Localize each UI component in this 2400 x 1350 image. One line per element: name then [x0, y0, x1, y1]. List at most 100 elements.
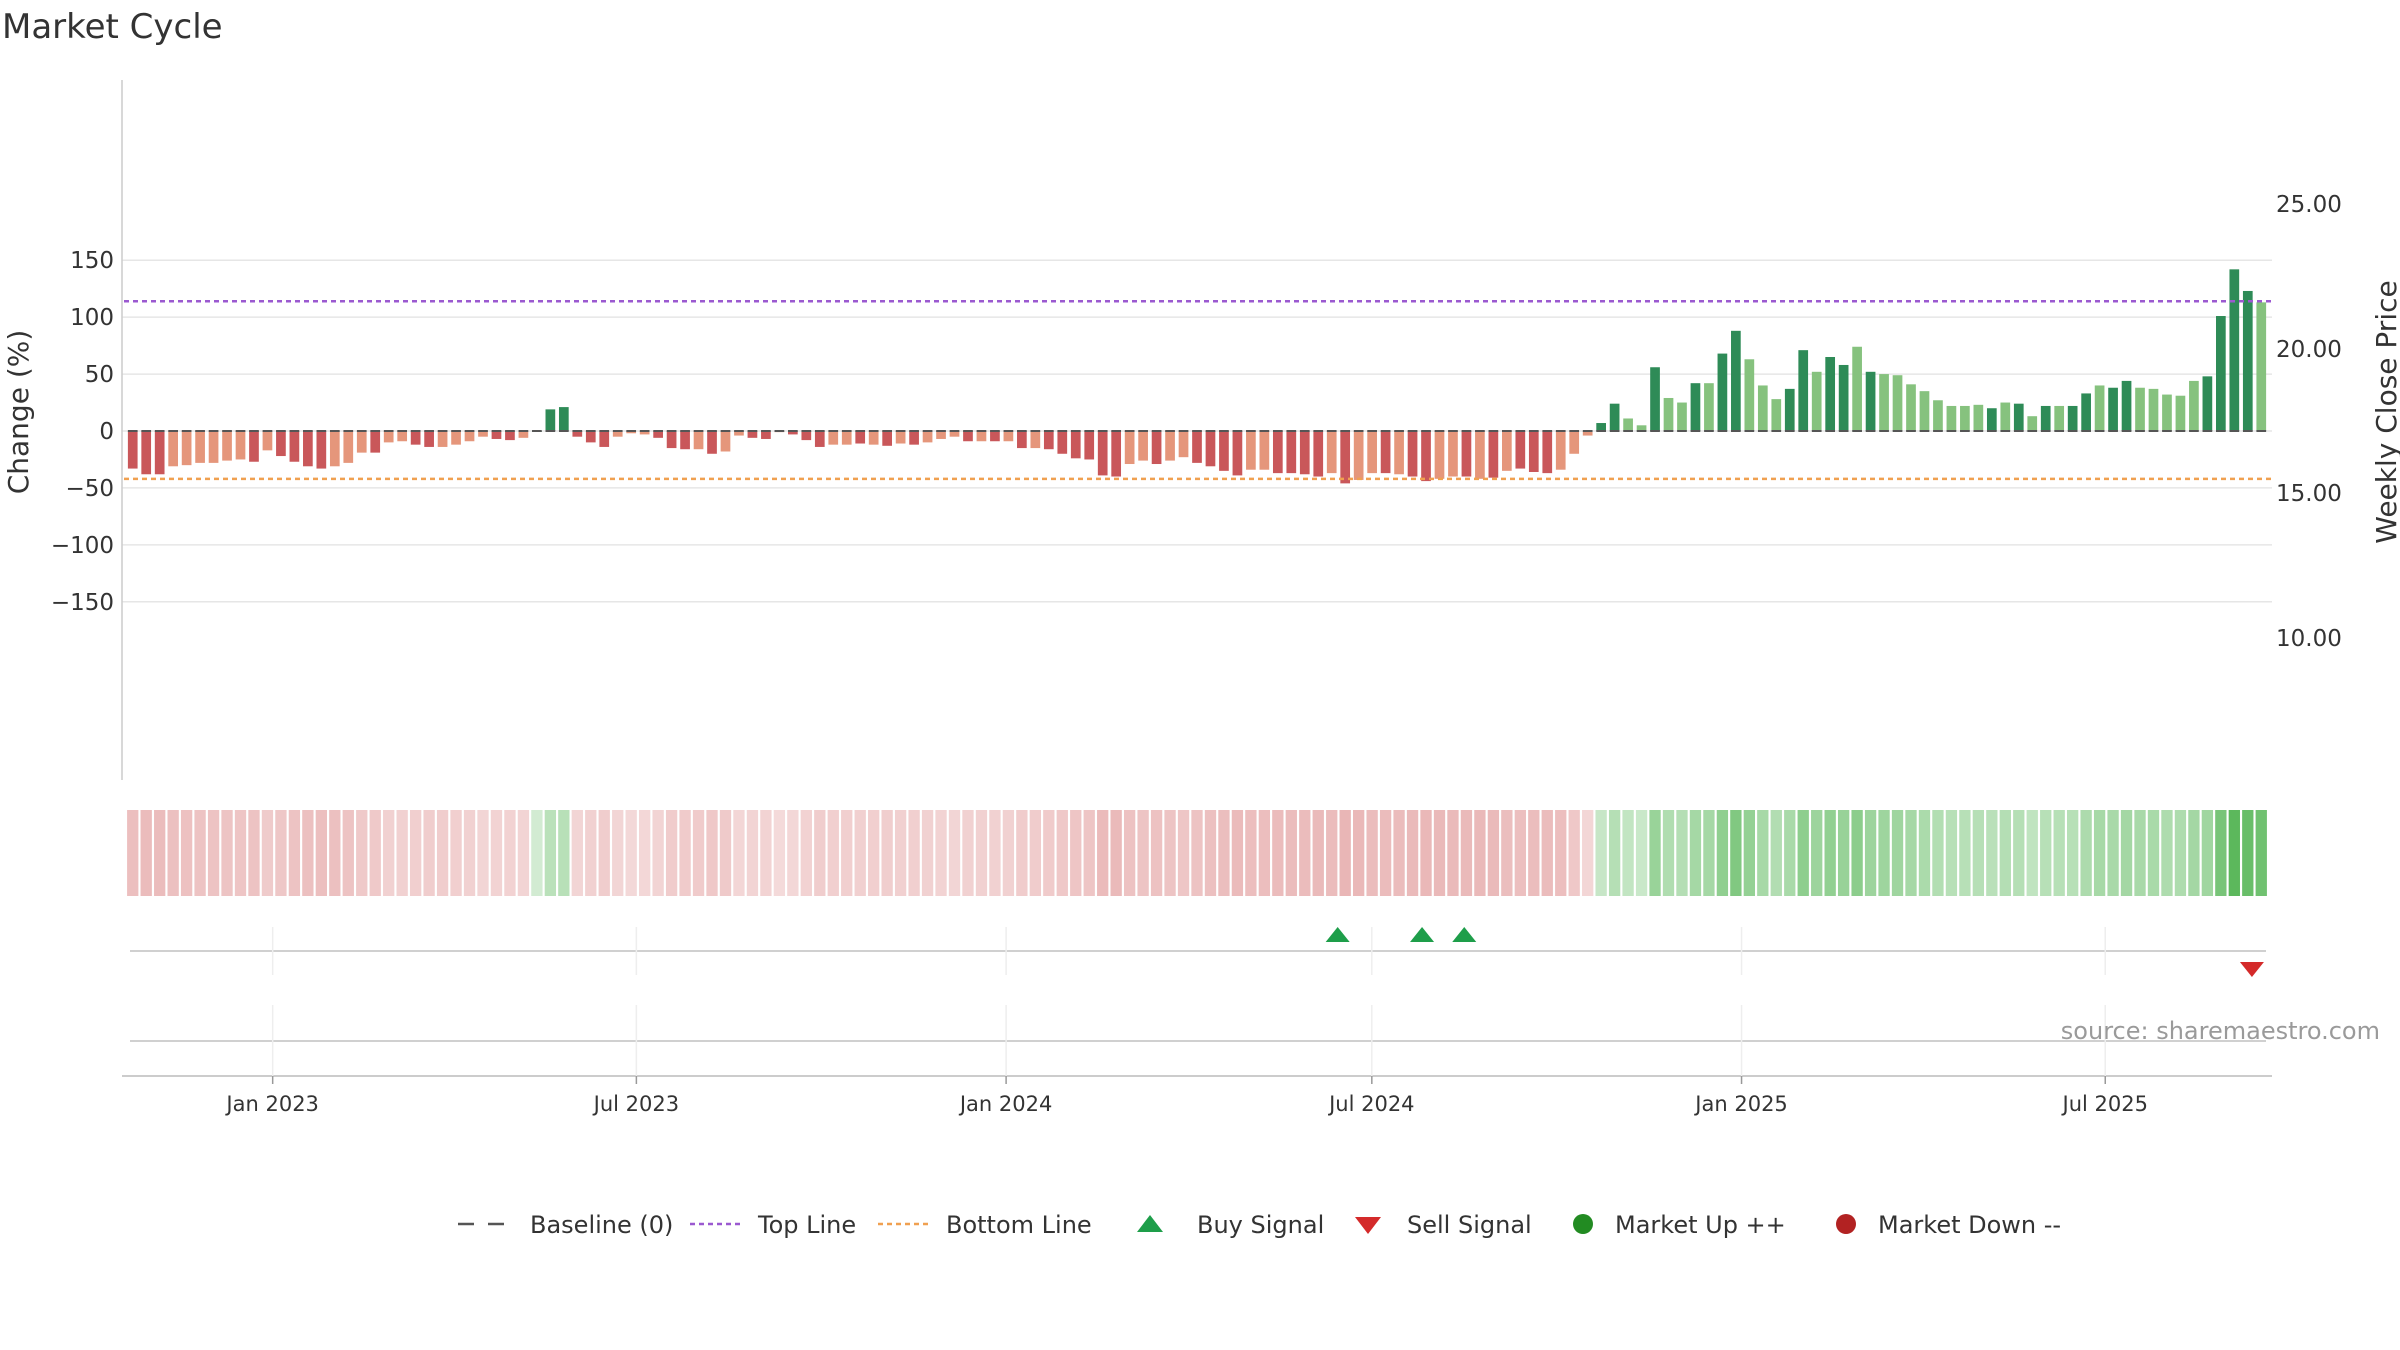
y-tick-label: −150 — [51, 590, 114, 616]
bar — [316, 431, 327, 469]
strip-cell — [827, 810, 839, 896]
strip-cell — [2093, 810, 2106, 896]
strip-cell — [652, 810, 664, 896]
strip-cell — [477, 810, 489, 896]
bar — [1906, 384, 1916, 431]
strip-cell — [1662, 810, 1675, 896]
strip-cell — [746, 810, 759, 896]
bar — [585, 431, 596, 443]
strip-cell — [1837, 810, 1850, 896]
bar — [936, 431, 946, 439]
bar — [612, 431, 623, 437]
strip-cell — [1568, 810, 1580, 896]
bar — [976, 431, 987, 442]
bar — [141, 431, 152, 475]
bar — [303, 431, 313, 467]
strip-cell — [665, 810, 678, 896]
bar — [1367, 431, 1377, 474]
strip-cell — [692, 810, 705, 896]
strip-cell — [2067, 810, 2079, 896]
bar — [1771, 399, 1782, 431]
strip-cell — [261, 810, 274, 896]
strip-cell — [773, 810, 786, 896]
strip-cell — [342, 810, 354, 896]
strip-cell — [1905, 810, 1917, 896]
strip-cell — [1770, 810, 1782, 896]
strip-cell — [1002, 810, 1015, 896]
strip-cell — [207, 810, 220, 896]
bar — [828, 431, 839, 445]
bar — [558, 407, 569, 431]
strip-cell — [787, 810, 799, 896]
bar — [895, 431, 906, 444]
strip-cell — [894, 810, 907, 896]
bar — [424, 431, 434, 447]
bar — [2040, 405, 2051, 431]
strip-cell — [436, 810, 449, 896]
secondary-y-axis-title: Weekly Close Price — [2370, 280, 2400, 543]
bar — [195, 431, 205, 463]
bar — [2027, 416, 2038, 431]
bar — [2162, 394, 2172, 431]
bar — [2202, 376, 2213, 431]
bar — [2175, 395, 2186, 431]
strip-cell — [1164, 810, 1176, 896]
legend-buy-symbol — [1137, 1215, 1163, 1232]
bar — [1380, 431, 1391, 474]
strip-cell — [221, 810, 233, 896]
bar — [1717, 353, 1728, 431]
bar — [2000, 402, 2011, 431]
strip-cell — [1177, 810, 1190, 896]
legend-circle-symbol — [1573, 1214, 1593, 1234]
strip-cell — [921, 810, 934, 896]
bar — [1178, 431, 1189, 458]
strip-cell — [1784, 810, 1796, 896]
strip-cell — [1959, 810, 1971, 896]
strip-cell — [948, 810, 961, 896]
legend-item: Bottom Line — [878, 1211, 1092, 1239]
chart-title: Market Cycle — [2, 7, 223, 47]
bar — [2121, 380, 2132, 431]
buy-signal-marker — [1325, 927, 1350, 942]
strip-cell — [1972, 810, 1985, 896]
source-note: source: sharemaestro.com — [2061, 1017, 2380, 1045]
bar — [1421, 431, 1431, 482]
strip-cell — [975, 810, 988, 896]
bar — [1286, 431, 1297, 474]
strip-cell — [1501, 810, 1513, 896]
strip-cell — [1353, 810, 1365, 896]
strip-cell — [1945, 810, 1958, 896]
bar — [734, 431, 744, 436]
bar — [1865, 371, 1876, 431]
strip-cell — [989, 810, 1001, 896]
strip-cell — [868, 810, 880, 896]
bar — [599, 431, 610, 447]
bar — [1690, 383, 1701, 431]
bar — [747, 431, 758, 438]
bar — [949, 431, 960, 437]
y-tick-label: −50 — [65, 476, 114, 502]
x-tick-label: Jul 2023 — [592, 1092, 679, 1116]
bar — [1017, 431, 1027, 449]
bar — [1892, 375, 1903, 431]
bar — [1515, 431, 1526, 469]
bar — [909, 431, 919, 445]
bar — [1057, 431, 1068, 454]
strip-cell — [1689, 810, 1702, 896]
strip-cell — [329, 810, 341, 896]
bar — [814, 431, 825, 447]
strip-cell — [706, 810, 718, 896]
strip-cell — [140, 810, 152, 896]
bar — [1973, 404, 1984, 431]
bar — [626, 431, 637, 434]
strip-cell — [841, 810, 853, 896]
strip-cell — [1460, 810, 1473, 896]
strip-cell — [760, 810, 772, 896]
bar — [1838, 364, 1849, 431]
legend-label: Baseline (0) — [530, 1211, 673, 1239]
strip-cell — [1299, 810, 1311, 896]
strip-cell — [1420, 810, 1432, 896]
strip-cell — [2174, 810, 2187, 896]
bar — [2067, 405, 2078, 431]
bar — [841, 431, 852, 445]
